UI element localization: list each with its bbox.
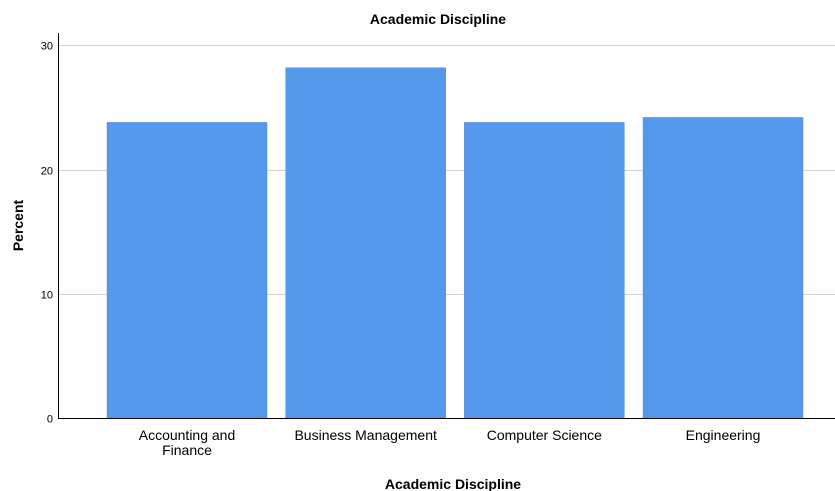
x-tick-label: Computer Science	[487, 427, 602, 443]
bar	[106, 122, 268, 419]
y-axis-title: Percent	[10, 199, 26, 251]
x-tick-label-line: Accounting and	[139, 427, 236, 443]
y-tick-label: 30	[41, 41, 53, 53]
x-tick-label: Engineering	[686, 427, 761, 443]
y-tick-label: 10	[41, 290, 53, 302]
x-tick-label: Business Management	[294, 427, 437, 443]
y-tick-label: 20	[41, 166, 53, 178]
x-tick-label-line: Computer Science	[487, 427, 602, 443]
bar	[642, 117, 804, 419]
chart-title: Academic Discipline	[370, 11, 506, 27]
y-tick-label: 0	[47, 414, 53, 426]
x-tick-label-line: Finance	[162, 442, 212, 458]
x-tick-label-line: Business Management	[294, 427, 437, 443]
bars	[106, 67, 804, 419]
bar	[464, 122, 625, 419]
x-tick-label: Accounting and Finance	[139, 427, 236, 458]
x-tick-label-line: Engineering	[686, 427, 761, 443]
x-axis-title: Academic Discipline	[385, 476, 521, 491]
bar	[285, 67, 446, 419]
y-tick-labels: 0 10 20 30	[41, 41, 53, 426]
x-tick-labels: Accounting and Finance Business Management…	[139, 427, 761, 458]
